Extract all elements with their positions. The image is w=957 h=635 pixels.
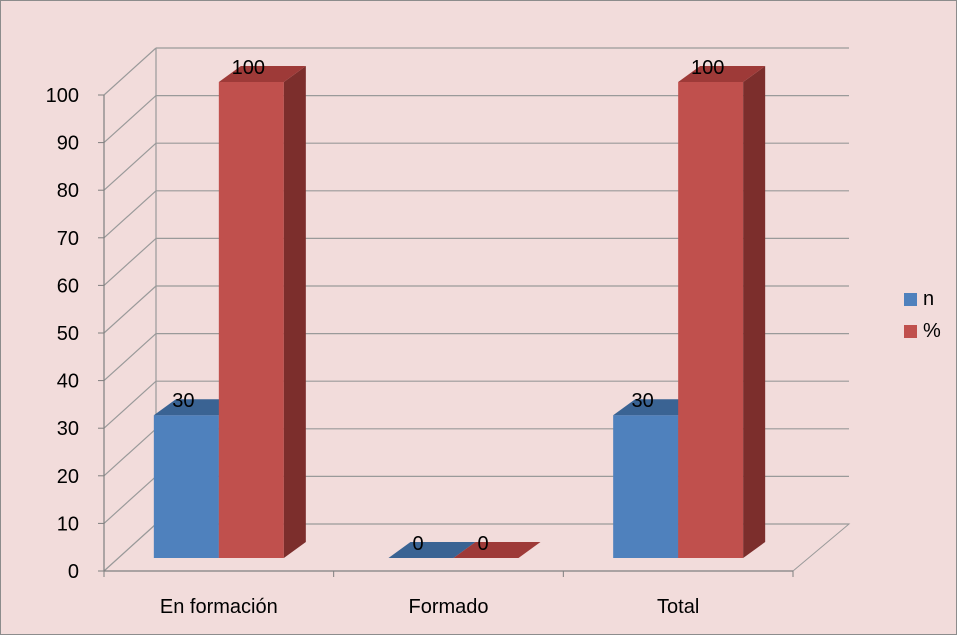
bar-percent-front [218, 82, 284, 558]
y-tick-label: 70 [57, 228, 79, 250]
gridline-side [103, 380, 157, 429]
gridline-side [103, 285, 157, 334]
y-tick-label: 20 [57, 466, 79, 488]
bar-percent-front [678, 82, 744, 558]
y-tick-label: 30 [57, 418, 79, 440]
bar-percent-top [678, 66, 766, 82]
legend-label-percent: % [923, 319, 941, 342]
legend-item-percent: % [904, 318, 941, 344]
bar-percent-top [218, 66, 306, 82]
y-tick-label: 50 [57, 323, 79, 345]
x-category-label: Formado [408, 596, 488, 618]
gridline-side [103, 95, 157, 144]
legend-item-n: n [904, 286, 941, 312]
bar-n-front [153, 415, 219, 558]
bar-percent-side [743, 66, 766, 558]
bar-percent-side [283, 66, 306, 558]
bar-n-front [613, 415, 679, 558]
legend-swatch-percent [904, 324, 917, 338]
y-tick-label: 60 [57, 275, 79, 297]
data-label: 0 [477, 533, 488, 555]
data-label: 100 [691, 57, 724, 79]
gridline-side [103, 142, 157, 191]
bar-n-top [388, 542, 476, 558]
x-category-label: En formación [160, 596, 278, 618]
gridline-side [103, 333, 157, 382]
gridline-side [103, 428, 157, 477]
data-label: 0 [412, 533, 423, 555]
y-tick-label: 100 [46, 85, 79, 107]
y-tick-label: 80 [57, 180, 79, 202]
y-tick-label: 40 [57, 371, 79, 393]
gridline-side [103, 47, 157, 96]
legend-label-n: n [923, 287, 935, 310]
data-label: 100 [232, 57, 265, 79]
gridline-side [103, 523, 157, 572]
data-label: 30 [172, 390, 194, 412]
gridline-side [103, 190, 157, 239]
legend: n % [904, 286, 941, 350]
y-tick-label: 10 [57, 513, 79, 535]
gridline-side [103, 237, 157, 286]
legend-swatch-n [904, 292, 917, 306]
y-tick-label: 90 [57, 133, 79, 155]
data-label: 30 [632, 390, 654, 412]
bar-percent-top [453, 542, 541, 558]
gridline-side [103, 475, 157, 524]
x-category-label: Total [657, 596, 699, 618]
y-tick-label: 0 [68, 561, 79, 583]
